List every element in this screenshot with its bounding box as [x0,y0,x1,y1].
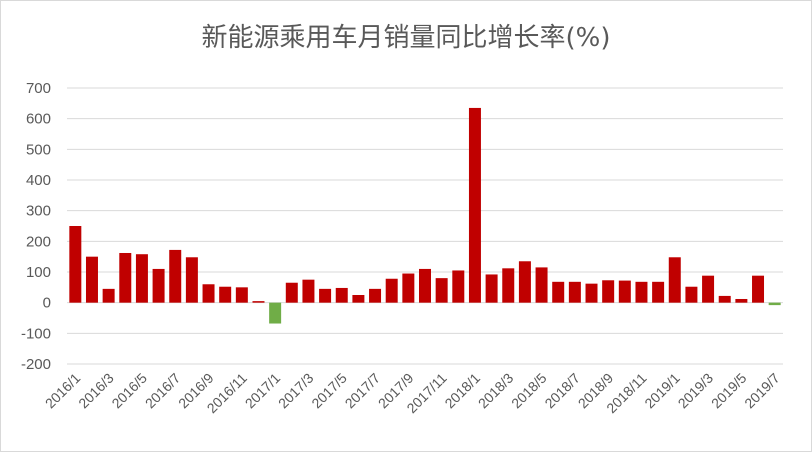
bar [768,302,781,306]
bar [718,295,731,303]
bar [302,279,315,303]
x-tick-label: 2019/5 [708,370,750,412]
x-tick-label: 2019/7 [741,370,783,412]
bar [435,278,448,303]
bar [202,284,215,303]
x-tick-label: 2019/1 [641,370,683,412]
bar [385,278,398,303]
bar [185,257,198,303]
x-tick-label: 2017/5 [308,370,350,412]
bar [85,256,98,303]
bar [668,257,681,303]
bar [518,261,531,303]
bar [752,275,765,303]
y-tick-label: -100 [21,325,51,342]
x-tick-label: 2017/3 [275,370,317,412]
bar [169,249,182,303]
bar [585,283,598,303]
bar [285,282,298,303]
bar [502,268,515,303]
bar [635,281,648,303]
bar [568,281,581,303]
y-tick-label: -200 [21,356,51,373]
x-tick-label: 2018/1 [441,370,483,412]
bar [152,268,165,303]
bar [352,295,365,303]
y-tick-label: 400 [26,172,51,189]
bar [618,280,631,303]
bar [702,275,715,303]
x-tick-label: 2018/3 [475,370,517,412]
bar [735,298,748,303]
bar [419,268,431,303]
x-tick-label: 2017/7 [342,370,384,412]
x-tick-label: 2016/1 [42,370,84,412]
bar [319,288,332,303]
chart-title: 新能源乘用车月销量同比增长率(%) [201,23,611,53]
bar [652,281,665,303]
bar [69,226,82,303]
x-tick-label: 2016/5 [108,370,150,412]
bar [602,280,615,303]
bar [235,287,248,303]
bar [552,281,565,303]
bar [269,302,282,324]
x-tick-label: 2016/3 [75,370,117,412]
x-tick-label: 2016/7 [142,370,184,412]
bar [252,301,265,303]
bar [102,288,115,303]
bar [468,107,481,303]
bar [119,252,132,303]
bar [452,270,465,303]
bar [135,254,148,303]
bar [535,267,548,303]
bar [485,274,498,303]
x-tick-label: 2017/1 [242,370,284,412]
bar [219,286,232,303]
y-tick-label: 300 [26,203,51,220]
y-tick-label: 600 [26,111,51,128]
y-tick-label: 100 [26,264,51,281]
y-tick-label: 200 [26,233,51,250]
x-tick-label: 2018/5 [508,370,550,412]
bar [402,273,415,303]
bar [369,288,382,303]
y-tick-label: 700 [26,80,51,97]
y-tick-label: 500 [26,141,51,158]
bar [685,286,698,303]
bar [335,287,348,303]
x-tick-label: 2019/3 [675,370,717,412]
x-tick-label: 2018/7 [541,370,583,412]
y-tick-label: 0 [43,295,51,312]
